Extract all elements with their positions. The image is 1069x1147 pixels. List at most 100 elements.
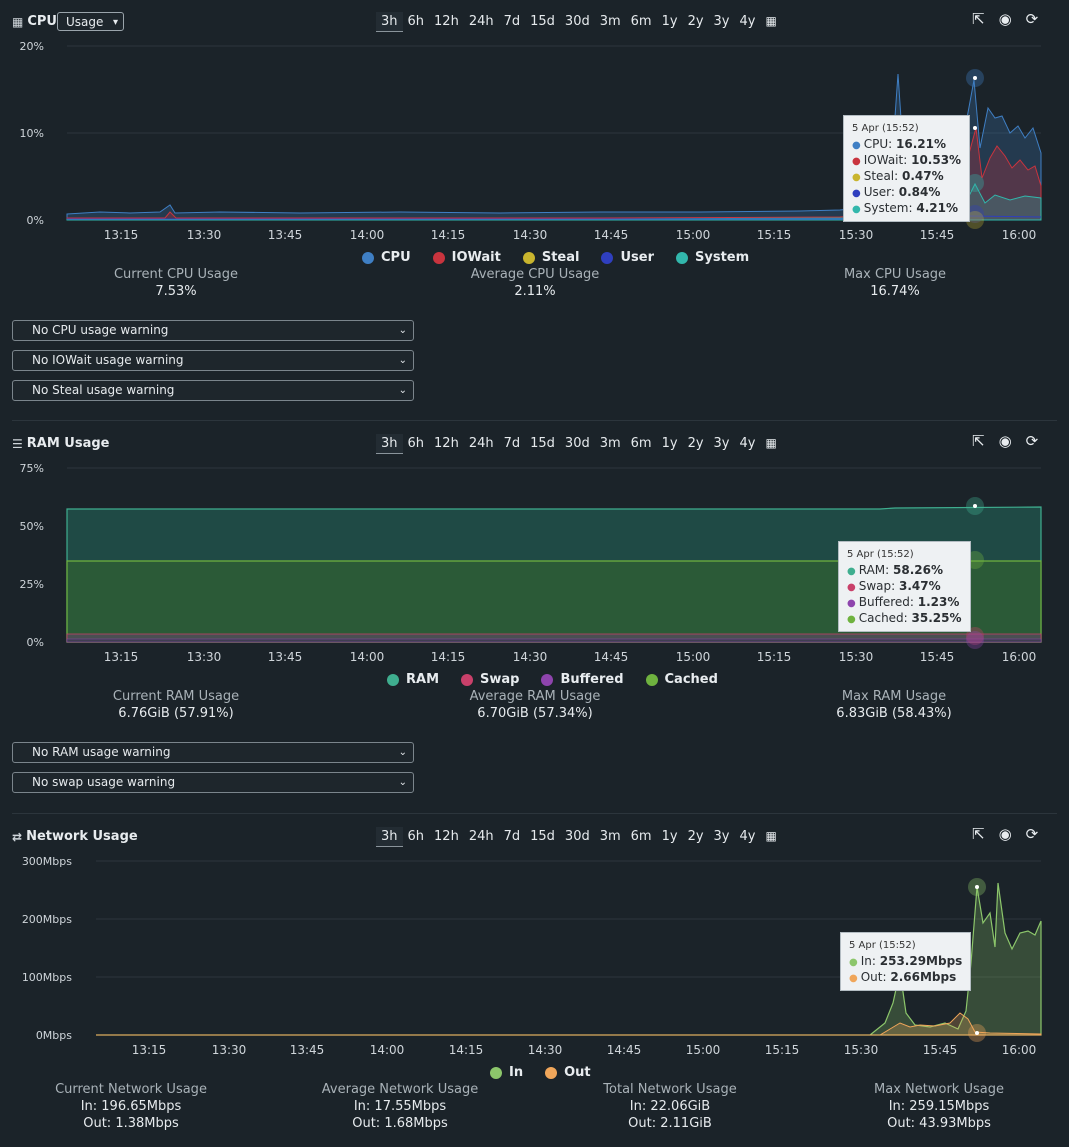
range-tab[interactable]: 2y	[687, 436, 704, 451]
cpu-time-range-tabs: 3h 6h 12h 24h 7d 15d 30d 3m 6m 1y 2y 3y …	[376, 12, 782, 32]
range-tab[interactable]: 2y	[687, 829, 704, 844]
tooltip-value: 0.47%	[902, 169, 944, 183]
range-tab[interactable]: 3y	[713, 829, 730, 844]
range-tab[interactable]: 30d	[564, 14, 590, 29]
range-tab[interactable]: 4y	[739, 829, 756, 844]
tooltip-label: Steal:	[863, 169, 899, 183]
x-tick: 14:45	[607, 1043, 642, 1057]
refresh-icon[interactable]: ⟳	[1025, 825, 1039, 843]
range-tab[interactable]: 15d	[530, 14, 555, 29]
stat-average-network: Average Network Usage In: 17.55Mbps Out: 1…	[321, 1082, 479, 1131]
legend-item-out[interactable]: Out	[545, 1065, 591, 1080]
range-tab[interactable]: 3m	[599, 14, 621, 29]
network-title-label: Network Usage	[26, 829, 138, 844]
cpu-chart-tools: ⇱ ◉ ⟳	[972, 10, 1038, 28]
cpu-chip-icon: ▦	[12, 14, 24, 29]
range-tab[interactable]: 30d	[564, 829, 590, 844]
range-tab[interactable]: 6h	[407, 436, 425, 451]
cpu-mode-select[interactable]: Usage ▾	[57, 12, 124, 31]
range-tab[interactable]: 12h	[434, 14, 459, 29]
range-tab[interactable]: 3y	[713, 14, 730, 29]
refresh-icon[interactable]: ⟳	[1025, 10, 1039, 28]
hover-marker	[975, 1031, 979, 1035]
tooltip-label: IOWait:	[863, 153, 908, 167]
eye-icon[interactable]: ◉	[998, 432, 1012, 450]
range-tab[interactable]: 24h	[468, 829, 494, 844]
tooltip-label: CPU:	[863, 137, 893, 151]
network-title: ⇄ Network Usage	[12, 829, 138, 844]
legend-item-in[interactable]: In	[490, 1065, 523, 1080]
legend-item-iowait[interactable]: IOWait	[432, 250, 501, 265]
range-tab[interactable]: 7d	[503, 14, 521, 29]
range-tab[interactable]: 15d	[530, 436, 555, 451]
x-tick: 15:30	[844, 1043, 879, 1057]
tooltip-label: System:	[863, 201, 913, 215]
hover-marker	[966, 205, 984, 223]
calendar-icon[interactable]: ▦	[765, 829, 777, 843]
external-link-icon[interactable]: ⇱	[972, 432, 985, 450]
eye-icon[interactable]: ◉	[998, 10, 1012, 28]
legend-item-swap[interactable]: Swap	[461, 672, 519, 687]
swap-warning-select[interactable]: No swap usage warning ⌄	[12, 772, 414, 793]
range-tab[interactable]: 4y	[739, 436, 756, 451]
legend-item-cached[interactable]: Cached	[645, 672, 718, 687]
range-tab[interactable]: 24h	[468, 436, 494, 451]
range-tab[interactable]: 3h	[376, 434, 403, 454]
range-tab[interactable]: 1y	[661, 436, 678, 451]
ram-warning-select[interactable]: No RAM usage warning ⌄	[12, 742, 414, 763]
legend-item-system[interactable]: System	[676, 250, 749, 265]
ram-title: ☰ RAM Usage	[12, 436, 110, 451]
legend-item-cpu[interactable]: CPU	[362, 250, 411, 265]
range-tab[interactable]: 3h	[376, 12, 403, 32]
range-tab[interactable]: 6m	[630, 436, 652, 451]
range-tab[interactable]: 15d	[530, 829, 555, 844]
range-tab[interactable]: 6h	[407, 14, 425, 29]
x-tick: 15:45	[920, 650, 955, 664]
legend-item-ram[interactable]: RAM	[387, 672, 439, 687]
range-tab[interactable]: 2y	[687, 14, 704, 29]
cpu-warning-select[interactable]: No CPU usage warning ⌄	[12, 320, 414, 341]
range-tab[interactable]: 4y	[739, 14, 756, 29]
hover-marker	[966, 211, 984, 229]
range-tab[interactable]: 3y	[713, 436, 730, 451]
x-tick: 13:30	[187, 228, 222, 242]
network-panel: ⇄ Network Usage 3h 6h 12h 24h 7d 15d 30d…	[0, 815, 1069, 1147]
external-link-icon[interactable]: ⇱	[972, 10, 985, 28]
eye-icon[interactable]: ◉	[998, 825, 1012, 843]
iowait-warning-select[interactable]: No IOWait usage warning ⌄	[12, 350, 414, 371]
range-tab[interactable]: 7d	[503, 829, 521, 844]
range-tab[interactable]: 6m	[630, 829, 652, 844]
range-tab[interactable]: 7d	[503, 436, 521, 451]
tooltip-row: ● In: 253.29Mbps	[849, 954, 963, 968]
range-tab[interactable]: 12h	[434, 829, 459, 844]
ram-time-range-tabs: 3h 6h 12h 24h 7d 15d 30d 3m 6m 1y 2y 3y …	[376, 434, 782, 454]
network-tooltip: 5 Apr (15:52) ● In: 253.29Mbps ● Out: 2.66…	[840, 932, 972, 991]
ram-panel: ☰ RAM Usage 3h 6h 12h 24h 7d 15d 30d 3m …	[0, 422, 1069, 812]
stat-max-cpu: Max CPU Usage 16.74%	[843, 267, 947, 299]
x-tick: 15:30	[839, 650, 874, 664]
ram-title-label: RAM Usage	[26, 436, 110, 451]
steal-warning-select[interactable]: No Steal usage warning ⌄	[12, 380, 414, 401]
legend-item-steal[interactable]: Steal	[522, 250, 579, 265]
range-tab[interactable]: 12h	[434, 436, 459, 451]
range-tab[interactable]: 1y	[661, 14, 678, 29]
range-tab[interactable]: 3h	[376, 827, 403, 847]
range-tab[interactable]: 3m	[599, 829, 621, 844]
range-tab[interactable]: 6h	[407, 829, 425, 844]
range-tab[interactable]: 30d	[564, 436, 590, 451]
chevron-down-icon: ⌄	[398, 747, 407, 758]
hover-marker	[973, 504, 977, 508]
ram-y-tick: 25%	[20, 578, 44, 591]
range-tab[interactable]: 3m	[599, 436, 621, 451]
range-tab[interactable]: 24h	[468, 14, 494, 29]
range-tab[interactable]: 6m	[630, 14, 652, 29]
legend-item-buffered[interactable]: Buffered	[541, 672, 624, 687]
range-tab[interactable]: 1y	[661, 829, 678, 844]
x-tick: 13:15	[132, 1043, 167, 1057]
refresh-icon[interactable]: ⟳	[1025, 432, 1039, 450]
calendar-icon[interactable]: ▦	[765, 436, 777, 450]
legend-item-user[interactable]: User	[601, 250, 654, 265]
external-link-icon[interactable]: ⇱	[972, 825, 985, 843]
cpu-mode-select-value: Usage	[66, 15, 104, 29]
calendar-icon[interactable]: ▦	[765, 14, 777, 28]
